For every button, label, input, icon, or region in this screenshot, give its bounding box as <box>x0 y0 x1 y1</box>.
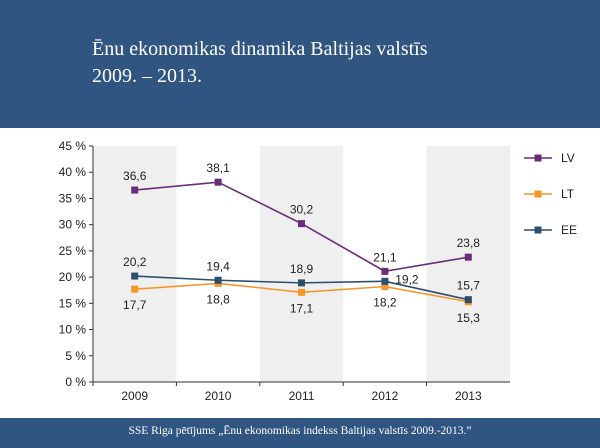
point-LT-2009 <box>131 285 139 293</box>
data-label-EE-2010: 19,4 <box>206 259 230 273</box>
category-band-2011 <box>259 146 344 382</box>
y-tick-label: 5 % <box>65 349 86 363</box>
y-tick-label: 15 % <box>59 296 87 310</box>
point-LV-2009 <box>131 186 139 194</box>
legend-label-LT: LT <box>561 187 575 201</box>
x-tick-label: 2011 <box>289 389 315 403</box>
header-banner: Ēnu ekonomikas dinamika Baltijas valstīs… <box>0 0 600 128</box>
chart-title: Ēnu ekonomikas dinamika Baltijas valstīs… <box>92 36 572 90</box>
y-tick-label: 30 % <box>59 218 87 232</box>
data-label-EE-2009: 20,2 <box>123 255 147 269</box>
point-EE-2013 <box>464 296 472 304</box>
x-tick-label: 2012 <box>372 389 399 403</box>
data-label-EE-2013: 15,7 <box>457 279 481 293</box>
y-tick-label: 20 % <box>59 270 87 284</box>
y-tick-label: 35 % <box>59 191 87 205</box>
point-LV-2012 <box>381 267 389 275</box>
y-tick-label: 10 % <box>59 323 87 337</box>
data-label-LT-2009: 17,7 <box>123 298 147 312</box>
line-chart: 0 % 5 % 10 % 15 % 20 % 25 % 30 % 35 % 40 % 45 % 20… <box>59 139 577 403</box>
point-LT-2011 <box>298 288 305 296</box>
data-label-LV-2011: 30,2 <box>290 203 314 217</box>
y-tick-label: 25 % <box>59 244 87 258</box>
legend-label-EE: EE <box>561 223 577 237</box>
legend-marker-LV <box>534 154 542 162</box>
data-label-LT-2010: 18,8 <box>206 292 230 306</box>
data-label-LV-2009: 36,6 <box>123 169 147 183</box>
y-tick-label: 0 % <box>65 375 86 389</box>
point-LV-2010 <box>214 178 222 186</box>
chart-title-line2: 2009. – 2013. <box>92 65 202 87</box>
footer-banner: SSE Riga pētījums „Ēnu ekonomikas indeks… <box>0 418 600 448</box>
data-label-LV-2010: 38,1 <box>206 161 230 175</box>
legend-marker-EE <box>534 226 542 234</box>
data-label-LV-2012: 21,1 <box>373 250 397 264</box>
data-label-EE-2012: 19,2 <box>395 272 419 286</box>
data-label-LT-2011: 17,1 <box>290 301 314 315</box>
data-label-LV-2013: 23,8 <box>457 236 481 250</box>
category-band-2013 <box>426 146 510 382</box>
data-label-LT-2013: 15,3 <box>457 311 481 325</box>
x-tick-label: 2009 <box>121 389 148 403</box>
point-LV-2013 <box>464 253 472 261</box>
point-LV-2011 <box>298 220 305 228</box>
data-label-EE-2011: 18,9 <box>290 262 314 276</box>
category-band-2009 <box>93 146 177 382</box>
point-EE-2009 <box>131 272 139 280</box>
point-EE-2011 <box>298 279 305 287</box>
point-LT-2012 <box>381 283 389 291</box>
legend-label-LV: LV <box>561 151 575 165</box>
chart-title-line1: Ēnu ekonomikas dinamika Baltijas valstīs <box>92 38 428 60</box>
y-tick-label: 40 % <box>59 165 87 179</box>
point-EE-2010 <box>214 276 222 284</box>
x-tick-label: 2013 <box>455 389 482 403</box>
point-EE-2012 <box>381 277 389 285</box>
data-label-LT-2012: 18,2 <box>373 296 397 310</box>
y-tick-label: 45 % <box>59 139 87 153</box>
legend-marker-LT <box>534 190 542 198</box>
source-note: SSE Riga pētījums „Ēnu ekonomikas indeks… <box>128 425 472 437</box>
x-tick-label: 2010 <box>205 389 232 403</box>
